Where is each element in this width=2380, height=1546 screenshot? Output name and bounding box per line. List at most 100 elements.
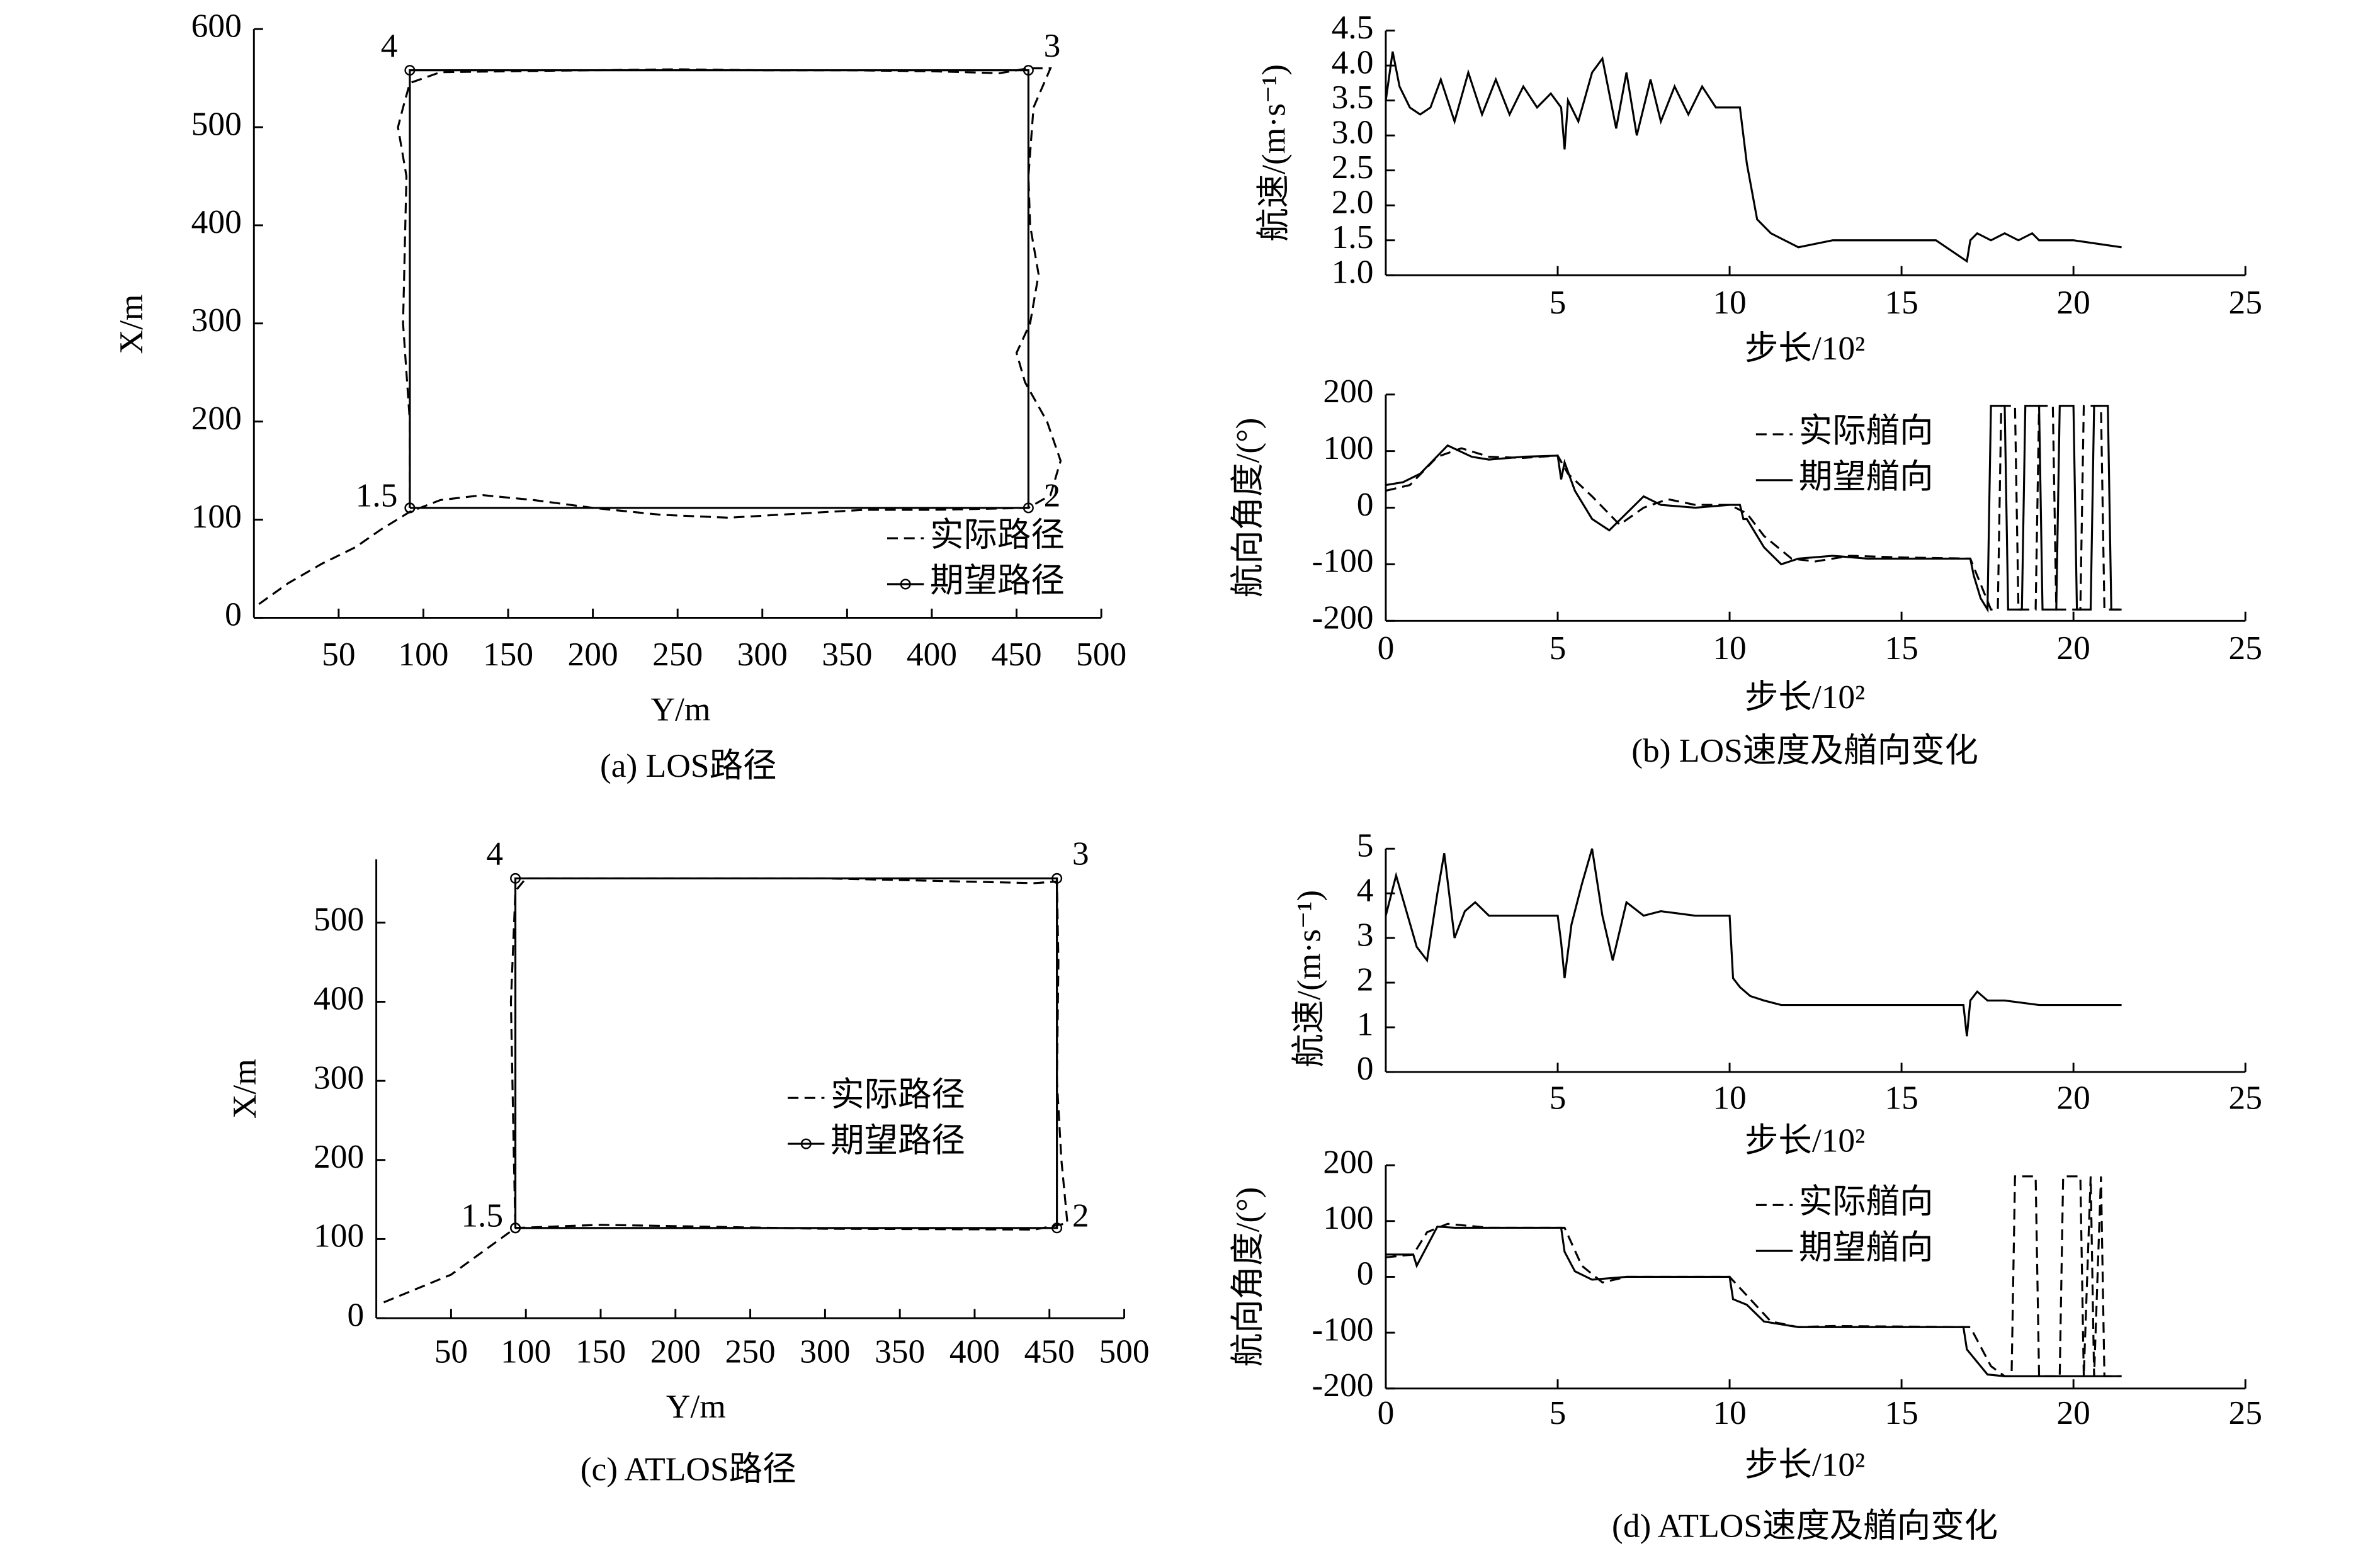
point-label: 2 — [1044, 477, 1061, 514]
x-axis-label: Y/m — [651, 690, 711, 728]
legend-label: 实际路径 — [930, 516, 1065, 553]
point-label: 4 — [381, 26, 398, 64]
x-tick-label: 5 — [1550, 1394, 1567, 1431]
y-tick-label: 600 — [191, 6, 242, 44]
x-tick-label: 10 — [1713, 629, 1746, 667]
x-tick-label: 20 — [2056, 283, 2090, 321]
y-tick-label: -100 — [1312, 1310, 1374, 1348]
x-axis-label: 步长/10² — [1745, 1121, 1865, 1159]
y-tick-label: 200 — [1323, 372, 1373, 410]
marker — [404, 502, 416, 514]
x-tick-label: 15 — [1884, 283, 1918, 321]
caption: (d) ATLOS速度及艏向变化 — [1612, 1507, 1998, 1545]
x-tick-label: 250 — [725, 1333, 776, 1370]
y-tick-label: 0 — [1357, 1255, 1374, 1292]
y-axis-label: X/m — [112, 294, 150, 354]
y-tick-label: 1 — [1357, 1005, 1374, 1042]
marker — [1023, 65, 1034, 76]
data-line — [1385, 1175, 2122, 1377]
point-label: 1.5 — [461, 1196, 503, 1234]
y-tick-label: 0 — [1357, 485, 1374, 523]
x-tick-label: 5 — [1550, 283, 1567, 321]
x-axis-label: Y/m — [666, 1387, 726, 1425]
data-line — [1385, 405, 2122, 611]
legend-label: 实际路径 — [830, 1075, 965, 1113]
x-tick-label: 150 — [483, 635, 533, 673]
y-tick-label: 200 — [314, 1137, 364, 1175]
y-tick-label: 3.0 — [1332, 113, 1374, 150]
x-axis-label: 步长/10² — [1745, 1445, 1865, 1483]
x-axis-label: 步长/10² — [1745, 678, 1865, 716]
x-tick-label: 500 — [1099, 1333, 1149, 1370]
y-tick-label: -200 — [1312, 1366, 1374, 1404]
x-tick-label: 100 — [501, 1333, 551, 1370]
data-line — [409, 69, 1029, 509]
x-tick-label: 150 — [575, 1333, 626, 1370]
y-tick-label: 100 — [191, 497, 242, 535]
y-axis-label: 航速/(m·s⁻¹) — [1255, 64, 1293, 242]
y-axis-label: X/m — [225, 1059, 263, 1119]
y-tick-label: 4.0 — [1332, 43, 1374, 81]
y-tick-label: 3.5 — [1332, 78, 1374, 116]
data-line — [1385, 848, 2122, 1037]
y-tick-label: 1.5 — [1332, 218, 1374, 256]
x-tick-label: 500 — [1076, 635, 1126, 673]
caption: (a) LOS路径 — [600, 747, 777, 784]
x-tick-label: 15 — [1884, 1078, 1918, 1116]
point-label: 1.5 — [356, 477, 398, 514]
x-tick-label: 25 — [2228, 629, 2262, 667]
y-tick-label: 0 — [1357, 1049, 1374, 1087]
legend-label: 期望艏向 — [1799, 458, 1934, 495]
y-tick-label: 4 — [1357, 871, 1374, 908]
x-tick-label: 350 — [822, 635, 872, 673]
x-tick-label: 0 — [1378, 1394, 1395, 1431]
x-axis-label: 步长/10² — [1745, 329, 1865, 367]
marker — [1051, 1222, 1063, 1234]
x-tick-label: 450 — [991, 635, 1041, 673]
point-label: 2 — [1072, 1196, 1089, 1234]
y-tick-label: 0 — [347, 1295, 364, 1333]
y-tick-label: -100 — [1312, 542, 1374, 580]
x-tick-label: 250 — [652, 635, 703, 673]
y-tick-label: 2.0 — [1332, 183, 1374, 220]
y-axis-label: 航向角度/(°) — [1228, 1187, 1266, 1367]
y-tick-label: 200 — [191, 399, 242, 437]
x-tick-label: 300 — [800, 1333, 850, 1370]
y-tick-label: 300 — [314, 1058, 364, 1096]
x-tick-label: 25 — [2228, 1078, 2262, 1116]
x-tick-label: 200 — [650, 1333, 701, 1370]
y-tick-label: 2 — [1357, 960, 1374, 998]
y-tick-label: 3 — [1357, 915, 1374, 953]
legend-label: 期望路径 — [830, 1121, 965, 1159]
x-tick-label: 20 — [2056, 1394, 2090, 1431]
y-axis-label: 航向角度/(°) — [1228, 418, 1266, 598]
point-label: 3 — [1072, 835, 1089, 872]
legend-marker — [900, 578, 911, 590]
x-tick-label: 200 — [568, 635, 618, 673]
y-tick-label: 400 — [314, 979, 364, 1017]
y-tick-label: 500 — [191, 104, 242, 142]
legend-label: 期望路径 — [930, 561, 1065, 599]
y-tick-label: 2.5 — [1332, 148, 1374, 186]
legend-label: 实际艏向 — [1799, 1183, 1934, 1221]
marker — [510, 1222, 521, 1234]
marker — [1023, 502, 1034, 514]
y-tick-label: 300 — [191, 301, 242, 339]
x-tick-label: 400 — [949, 1333, 1000, 1370]
marker — [510, 872, 521, 884]
x-tick-label: 20 — [2056, 1078, 2090, 1116]
caption: (c) ATLOS路径 — [581, 1450, 796, 1488]
y-tick-label: 200 — [1323, 1143, 1373, 1180]
y-tick-label: 4.5 — [1332, 8, 1374, 46]
x-tick-label: 100 — [398, 635, 448, 673]
x-tick-label: 0 — [1378, 629, 1395, 667]
y-tick-label: 500 — [314, 900, 364, 938]
x-tick-label: 5 — [1550, 629, 1567, 667]
marker — [1051, 872, 1063, 884]
marker — [404, 65, 416, 76]
x-tick-label: 10 — [1713, 283, 1746, 321]
y-tick-label: -200 — [1312, 599, 1374, 636]
data-line — [514, 877, 1058, 1229]
caption: (b) LOS速度及艏向变化 — [1631, 731, 1978, 769]
